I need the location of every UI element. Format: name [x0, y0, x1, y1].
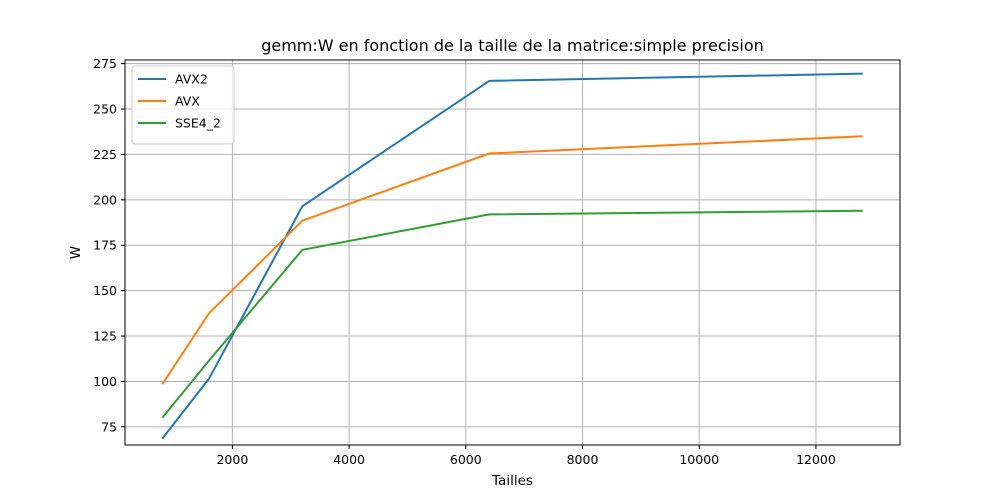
- legend: AVX2 AVX SSE4_2: [131, 65, 235, 145]
- grid: [125, 60, 900, 445]
- x-tick-label: 6000: [450, 452, 482, 467]
- series-line-sse4-2: [161, 209, 863, 419]
- x-tick-label: 12000: [796, 452, 836, 467]
- legend-entry-label: SSE4_2: [175, 116, 221, 131]
- legend-entry-label: AVX2: [175, 72, 208, 87]
- y-tick-label: 175: [93, 238, 117, 253]
- x-tick-label: 8000: [567, 452, 599, 467]
- x-tick-label: 10000: [679, 452, 719, 467]
- y-tick-label: 125: [93, 329, 117, 344]
- plot-frame: [124, 59, 901, 446]
- legend-entry-label: AVX: [175, 94, 200, 109]
- y-tick-label: 225: [93, 147, 117, 162]
- y-axis-label: W: [68, 246, 84, 259]
- x-axis-label: Tailles: [491, 473, 533, 489]
- series-lines: [161, 72, 863, 440]
- series-line-avx: [161, 135, 863, 385]
- series-line-avx2: [161, 72, 863, 440]
- x-tick-label: 2000: [216, 452, 248, 467]
- y-tick-label: 200: [93, 192, 117, 207]
- y-tick-label: 100: [93, 374, 117, 389]
- legend-box: [131, 65, 235, 145]
- y-tick-label: 75: [101, 419, 117, 434]
- chart-title: gemm:W en fonction de la taille de la ma…: [261, 36, 764, 55]
- y-tick-label: 250: [93, 102, 117, 117]
- y-tick-label: 275: [93, 56, 117, 71]
- x-tick-label: 4000: [333, 452, 365, 467]
- y-tick-label: 150: [93, 283, 117, 298]
- axis-ticks: 2000 4000 6000 8000 10000 12000 75 100 125 150 175…: [93, 56, 836, 467]
